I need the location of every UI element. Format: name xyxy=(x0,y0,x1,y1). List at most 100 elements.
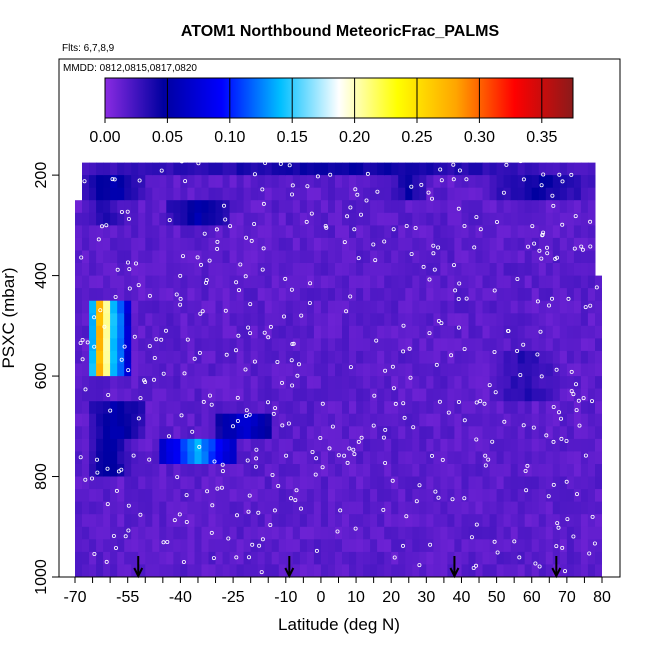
heatmap-cell xyxy=(356,476,364,490)
sample-point xyxy=(233,348,238,353)
heatmap-cell xyxy=(356,514,364,528)
sample-point xyxy=(252,172,257,177)
heatmap-cell xyxy=(545,539,554,553)
sample-point xyxy=(569,389,574,394)
sample-point xyxy=(433,489,438,494)
heatmap-cell xyxy=(384,263,392,277)
sample-point xyxy=(371,423,376,428)
heatmap-cell xyxy=(475,338,484,352)
sample-point xyxy=(178,273,183,278)
heatmap-cell xyxy=(545,237,554,252)
heatmap-cell xyxy=(306,451,315,465)
heatmap-cell xyxy=(412,438,420,453)
heatmap-cell xyxy=(538,401,547,415)
heatmap-cell xyxy=(391,175,399,189)
heatmap-cell xyxy=(264,187,273,201)
heatmap-cell xyxy=(292,300,301,314)
heatmap-cell xyxy=(419,250,427,264)
heatmap-cell xyxy=(503,175,512,189)
heatmap-cell xyxy=(433,263,441,277)
heatmap-cell xyxy=(328,464,336,478)
heatmap-cell xyxy=(559,501,568,515)
heatmap-cell xyxy=(124,313,132,327)
heatmap-cell xyxy=(89,551,97,566)
heatmap-cell xyxy=(110,451,118,465)
heatmap-cell xyxy=(229,451,238,465)
heatmap-cell xyxy=(356,187,364,201)
heatmap-cell xyxy=(201,401,210,415)
heatmap-cell xyxy=(201,187,210,201)
heatmap-cell xyxy=(320,300,329,314)
heatmap-cell xyxy=(503,526,512,540)
heatmap-cell xyxy=(482,350,491,365)
heatmap-cell xyxy=(384,464,392,478)
heatmap-cell xyxy=(159,250,167,264)
heatmap-cell xyxy=(440,275,448,289)
heatmap-cell xyxy=(257,200,266,214)
heatmap-cell xyxy=(524,526,533,540)
heatmap-cell xyxy=(180,464,188,478)
heatmap-cell xyxy=(391,464,399,478)
heatmap-cell xyxy=(545,551,554,566)
sample-point xyxy=(200,309,205,314)
heatmap-cell xyxy=(243,564,252,577)
heatmap-cell xyxy=(110,401,118,415)
heatmap-cell xyxy=(552,313,561,327)
heatmap-cell xyxy=(236,388,245,402)
heatmap-cell xyxy=(370,250,378,264)
heatmap-cell xyxy=(475,200,484,214)
heatmap-cell xyxy=(271,464,280,478)
heatmap-cell xyxy=(454,489,462,503)
heatmap-cell xyxy=(489,363,498,377)
sample-point xyxy=(92,344,97,349)
heatmap-cell xyxy=(531,526,540,540)
heatmap-cell xyxy=(89,313,97,327)
heatmap-cell xyxy=(349,514,357,528)
heatmap-cell xyxy=(236,175,245,189)
heatmap-cell xyxy=(538,350,547,365)
heatmap-cell xyxy=(306,464,315,478)
heatmap-cell xyxy=(243,551,252,566)
heatmap-cell xyxy=(595,350,602,365)
heatmap-cell xyxy=(440,489,448,503)
heatmap-cell xyxy=(110,187,118,201)
sample-point xyxy=(451,177,456,182)
heatmap-cell xyxy=(243,313,252,327)
heatmap-cell xyxy=(257,313,266,327)
heatmap-cell xyxy=(222,288,231,302)
sample-point xyxy=(175,475,180,480)
heatmap-cell xyxy=(545,325,554,339)
heatmap-cell xyxy=(468,250,477,264)
heatmap-cell xyxy=(398,275,406,289)
heatmap-cell xyxy=(117,313,125,327)
heatmap-cell xyxy=(524,363,533,377)
heatmap-cell xyxy=(320,162,329,176)
heatmap-cell xyxy=(447,464,455,478)
heatmap-cell xyxy=(384,401,392,415)
heatmap-cell xyxy=(398,376,406,390)
sample-point xyxy=(221,203,226,208)
sample-point xyxy=(537,248,542,253)
heatmap-cell xyxy=(278,200,287,214)
sample-point xyxy=(440,457,445,462)
heatmap-cell xyxy=(517,476,526,490)
sample-point xyxy=(436,318,441,323)
heatmap-cell xyxy=(559,551,568,566)
sample-point xyxy=(126,260,131,265)
heatmap-cell xyxy=(580,187,589,201)
heatmap-cell xyxy=(377,275,385,289)
heatmap-cell xyxy=(503,501,512,515)
heatmap-cell xyxy=(419,162,427,176)
heatmap-cell xyxy=(187,225,195,239)
heatmap-cell xyxy=(243,162,252,176)
heatmap-cell xyxy=(89,350,97,365)
heatmap-cell xyxy=(117,539,125,553)
heatmap-cell xyxy=(538,388,547,402)
heatmap-cell xyxy=(208,237,217,252)
sample-point xyxy=(273,406,278,411)
heatmap-cell xyxy=(433,438,441,453)
heatmap-cell xyxy=(468,539,477,553)
heatmap-cell xyxy=(75,376,83,390)
heatmap-cell xyxy=(475,237,484,252)
